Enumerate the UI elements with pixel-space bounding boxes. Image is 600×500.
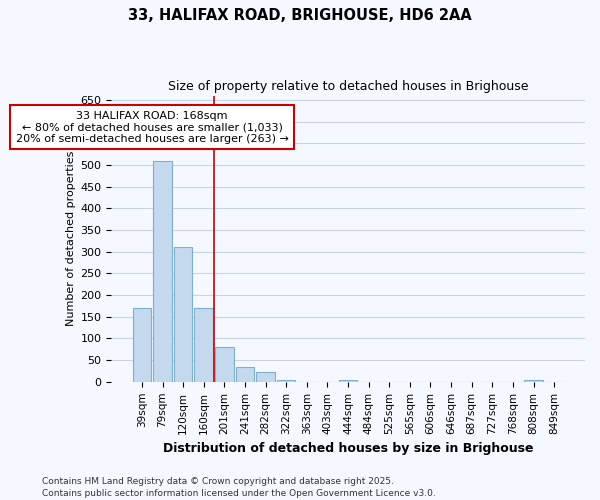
Bar: [133, 308, 151, 382]
Bar: [153, 160, 172, 382]
Bar: [524, 380, 543, 382]
Bar: [174, 248, 193, 382]
Bar: [277, 380, 295, 382]
X-axis label: Distribution of detached houses by size in Brighouse: Distribution of detached houses by size …: [163, 442, 533, 455]
Bar: [256, 372, 275, 382]
Bar: [339, 380, 358, 382]
Bar: [236, 367, 254, 382]
Y-axis label: Number of detached properties: Number of detached properties: [66, 151, 76, 326]
Bar: [194, 308, 213, 382]
Title: Size of property relative to detached houses in Brighouse: Size of property relative to detached ho…: [168, 80, 528, 93]
Bar: [215, 347, 233, 382]
Text: 33, HALIFAX ROAD, BRIGHOUSE, HD6 2AA: 33, HALIFAX ROAD, BRIGHOUSE, HD6 2AA: [128, 8, 472, 22]
Text: Contains HM Land Registry data © Crown copyright and database right 2025.
Contai: Contains HM Land Registry data © Crown c…: [42, 476, 436, 498]
Text: 33 HALIFAX ROAD: 168sqm
← 80% of detached houses are smaller (1,033)
20% of semi: 33 HALIFAX ROAD: 168sqm ← 80% of detache…: [16, 110, 289, 144]
